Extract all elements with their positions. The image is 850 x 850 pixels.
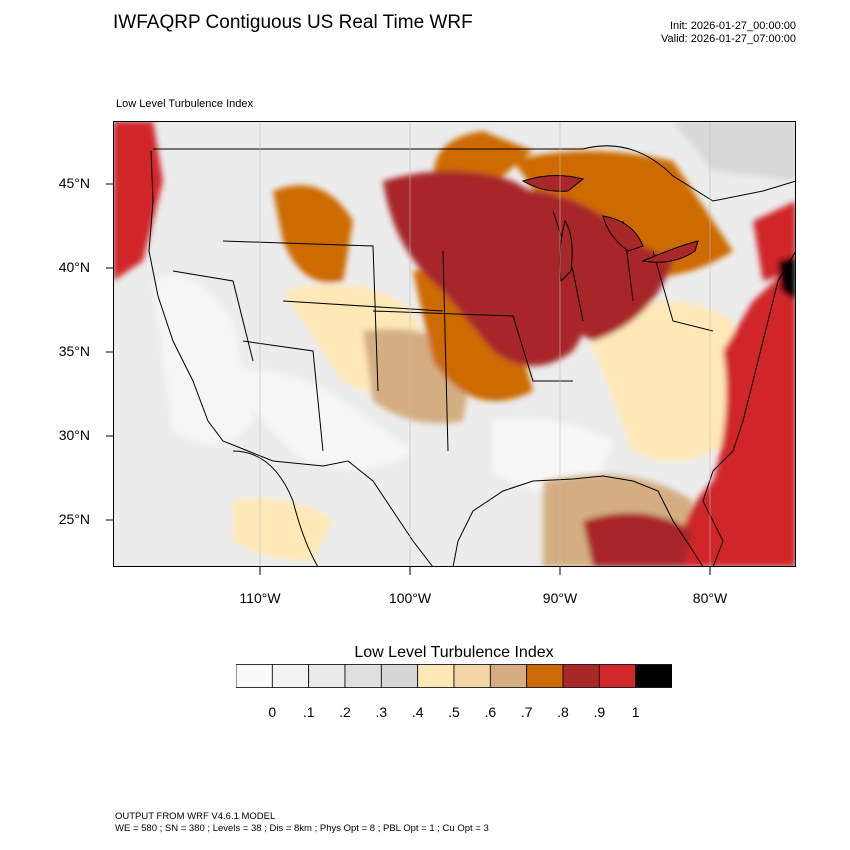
colorbar-tick-label: .4 (411, 704, 424, 720)
colorbar-swatch (236, 664, 273, 688)
boundaries (148, 145, 796, 567)
lat-label-40: 40°N (58, 259, 90, 275)
colorbar-tick-label: 1 (631, 704, 640, 720)
colorbar-tick-label: .1 (302, 704, 315, 720)
colorbar-swatch (271, 664, 310, 688)
lat-label-30: 30°N (58, 427, 90, 443)
colorbar-title: Low Level Turbulence Index (354, 644, 554, 661)
colorbar-tick-label: .3 (375, 704, 388, 720)
colorbar-swatch (453, 664, 491, 688)
colorbar-swatch (598, 664, 637, 688)
colorbar-swatch (562, 664, 600, 688)
lat-label-25: 25°N (58, 511, 90, 527)
model-config: WE = 580 ; SN = 380 ; Levels = 38 ; Dis … (115, 823, 489, 834)
colorbar-swatch (635, 664, 672, 688)
model-version: OUTPUT FROM WRF V4.6.1 MODEL (115, 811, 276, 822)
colorbar-tick-label: .7 (520, 704, 533, 720)
model-info: OUTPUT FROM WRF V4.6.1 MODEL WE = 580 ; … (115, 811, 489, 835)
turbulence-map (113, 121, 796, 567)
colorbar (236, 664, 672, 688)
graticule (259, 121, 711, 567)
colorbar-swatch (308, 664, 346, 688)
valid-time: Valid: 2026-01-27_07:00:00 (661, 33, 796, 45)
colorbar-tick-label: .9 (593, 704, 606, 720)
lon-label-80w: 80°W (692, 590, 728, 606)
colorbar-tick-label: .2 (339, 704, 351, 720)
colorbar-swatch (489, 664, 528, 688)
colorbar-swatch (380, 664, 419, 688)
lat-label-35: 35°N (58, 343, 90, 359)
lat-label-45: 45°N (58, 175, 90, 191)
colorbar-tick-label: .6 (484, 704, 497, 720)
init-valid-times: Init: 2026-01-27_00:00:00 Valid: 2026-01… (661, 20, 796, 46)
field-name: Low Level Turbulence Index (116, 98, 253, 110)
colorbar-swatch (417, 664, 455, 688)
great-lakes (521, 175, 699, 283)
lon-label-90w: 90°W (542, 590, 578, 606)
init-time: Init: 2026-01-27_00:00:00 (670, 20, 796, 32)
colorbar-tick-label: 0 (268, 704, 277, 720)
colorbar-tick-label: .8 (557, 704, 569, 720)
colorbar-swatch (526, 664, 564, 688)
turbulence-field (113, 121, 796, 567)
colorbar-tick-label: .5 (448, 704, 460, 720)
plot-title: IWFAQRP Contiguous US Real Time WRF (113, 12, 473, 33)
map-frame (113, 121, 796, 567)
colorbar-swatch (344, 664, 382, 688)
lon-label-100w: 100°W (388, 590, 432, 606)
lon-label-110w: 110°W (239, 590, 281, 606)
